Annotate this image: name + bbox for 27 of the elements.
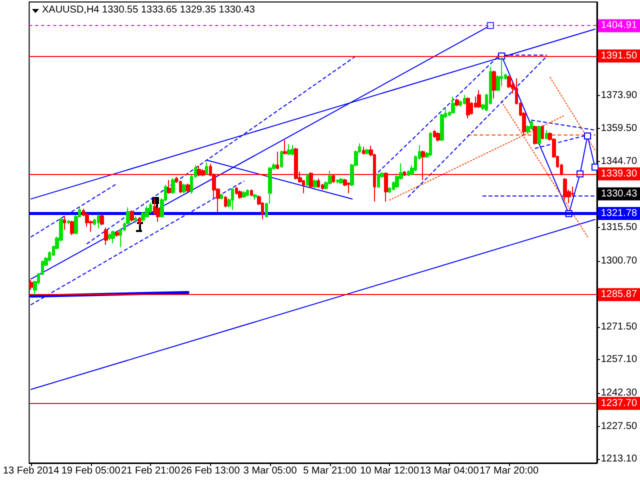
x-tick-label: 5 Mar 21:00 — [303, 466, 357, 476]
y-tick-label: 1300.70 — [600, 256, 638, 267]
y-tick-label: 1373.90 — [600, 90, 638, 102]
y-tick-label: 1213.10 — [600, 453, 638, 464]
y-tick-label: 1344.70 — [600, 156, 638, 168]
x-tick-label: 3 Mar 05:00 — [243, 466, 298, 476]
x-tick-label: 10 Mar 12:00 — [360, 466, 420, 476]
chart-title: XAUUSD,H4 1330.55 1333.65 1329.35 1330.43 — [42, 4, 256, 16]
ref-line-label: 1321.78 — [600, 208, 638, 219]
annotation: 1330.43 — [601, 188, 638, 200]
y-tick-label: 1315.50 — [600, 222, 638, 234]
x-tick-label: 26 Feb 13:00 — [180, 466, 240, 476]
ref-line-label: 1339.30 — [600, 168, 638, 180]
y-tick-label: 1257.10 — [600, 354, 638, 366]
y-tick-label: 1242.30 — [600, 387, 638, 398]
ref-line-label: 1237.70 — [600, 398, 638, 409]
ref-line-label: 1404.91 — [600, 20, 638, 32]
x-tick-label: 19 Feb 05:00 — [61, 466, 121, 476]
y-tick-label: 1271.50 — [600, 322, 638, 333]
y-tick-label: 1227.50 — [600, 420, 638, 432]
y-tick-label: 1359.50 — [600, 122, 638, 134]
x-tick-label: 13 Feb 2014 — [2, 466, 60, 476]
ref-line-label: 1391.50 — [600, 50, 638, 62]
x-tick-label: 13 Mar 04:00 — [420, 466, 480, 476]
ref-line-label: 1285.87 — [600, 289, 638, 300]
x-tick-label: 21 Feb 21:00 — [121, 466, 180, 476]
x-tick-label: 17 Mar 20:00 — [480, 466, 539, 476]
